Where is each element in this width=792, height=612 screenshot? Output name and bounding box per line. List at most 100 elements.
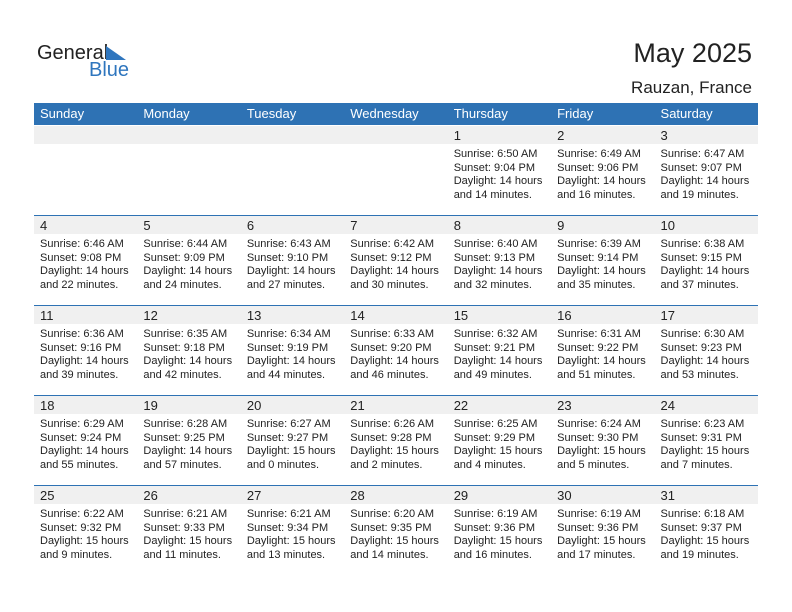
daylight-text: Daylight: 14 hours xyxy=(557,265,646,278)
date-band xyxy=(34,396,758,414)
weekday-monday: Monday xyxy=(143,106,190,121)
daylight-text: Daylight: 14 hours xyxy=(40,445,129,458)
daylight-text: and 35 minutes. xyxy=(557,278,636,291)
sun-info: Sunrise: 6:44 AM Sunset: 9:09 PM Daylight:… xyxy=(143,238,232,292)
day-number: 20 xyxy=(246,398,262,413)
weekday-wednesday: Wednesday xyxy=(350,106,419,121)
sunrise-text: Sunrise: 6:20 AM xyxy=(350,508,435,520)
date-band xyxy=(34,306,758,324)
weekday-tuesday: Tuesday xyxy=(246,106,297,121)
sun-info: Sunrise: 6:47 AM Sunset: 9:07 PM Daylight:… xyxy=(661,148,750,202)
sunset-text: Sunset: 9:15 PM xyxy=(660,251,742,264)
sun-info: Sunrise: 6:38 AM Sunset: 9:15 PM Daylight:… xyxy=(661,238,750,292)
day-cell: 12 Sunrise: 6:35 AM Sunset: 9:18 PM Dayligh… xyxy=(137,306,240,396)
sunrise-text: Sunrise: 6:32 AM xyxy=(453,328,538,340)
sunset-text: Sunset: 9:22 PM xyxy=(557,341,639,354)
sunrise-text: Sunrise: 6:42 AM xyxy=(350,238,435,250)
sunset-text: Sunset: 9:20 PM xyxy=(350,341,432,354)
daylight-text: Daylight: 14 hours xyxy=(660,175,750,188)
sun-info: Sunrise: 6:34 AM Sunset: 9:19 PM Daylight:… xyxy=(247,328,336,382)
day-cell: 20 Sunrise: 6:27 AM Sunset: 9:27 PM Dayligh… xyxy=(241,396,344,486)
day-cell xyxy=(241,126,344,216)
day-cell: 25 Sunrise: 6:22 AM Sunset: 9:32 PM Dayligh… xyxy=(34,486,137,576)
daylight-text: and 16 minutes. xyxy=(453,548,532,561)
day-number: 9 xyxy=(557,218,565,233)
daylight-text: Daylight: 14 hours xyxy=(453,355,543,368)
date-band xyxy=(34,486,758,504)
day-cell: 16 Sunrise: 6:31 AM Sunset: 9:22 PM Dayligh… xyxy=(551,306,654,396)
sun-info: Sunrise: 6:49 AM Sunset: 9:06 PM Daylight:… xyxy=(557,148,646,202)
sunrise-text: Sunrise: 6:19 AM xyxy=(557,508,641,520)
sunrise-text: Sunrise: 6:26 AM xyxy=(350,418,435,430)
sunrise-text: Sunrise: 6:34 AM xyxy=(246,328,331,340)
day-number: 28 xyxy=(350,488,365,503)
sunrise-text: Sunrise: 6:25 AM xyxy=(453,418,538,430)
day-number: 6 xyxy=(246,218,255,233)
sunrise-text: Sunrise: 6:28 AM xyxy=(143,418,228,430)
week-row: 1 Sunrise: 6:50 AM Sunset: 9:04 PM Daylight… xyxy=(34,126,758,216)
sun-info: Sunrise: 6:33 AM Sunset: 9:20 PM Daylight:… xyxy=(350,328,439,382)
daylight-text: and 22 minutes. xyxy=(40,278,119,291)
sunrise-text: Sunrise: 6:27 AM xyxy=(246,418,331,430)
day-number: 2 xyxy=(557,128,565,143)
daylight-text: and 14 minutes. xyxy=(350,548,429,561)
sunset-text: Sunset: 9:36 PM xyxy=(557,521,639,534)
day-cell: 10 Sunrise: 6:38 AM Sunset: 9:15 PM Dayligh… xyxy=(655,216,758,306)
day-cell: 15 Sunrise: 6:32 AM Sunset: 9:21 PM Dayligh… xyxy=(448,306,551,396)
day-number: 14 xyxy=(350,308,365,323)
sunset-text: Sunset: 9:37 PM xyxy=(660,521,742,534)
sunrise-text: Sunrise: 6:50 AM xyxy=(453,148,538,160)
sun-info: Sunrise: 6:42 AM Sunset: 9:12 PM Daylight:… xyxy=(350,238,439,292)
daylight-text: and 51 minutes. xyxy=(557,368,636,381)
daylight-text: and 13 minutes. xyxy=(246,548,326,561)
day-cell: 1 Sunrise: 6:50 AM Sunset: 9:04 PM Daylight… xyxy=(448,126,551,216)
sun-info: Sunrise: 6:22 AM Sunset: 9:32 PM Daylight:… xyxy=(40,508,129,562)
daylight-text: Daylight: 14 hours xyxy=(246,355,336,368)
page-title: May 2025 xyxy=(633,38,752,68)
day-number: 3 xyxy=(660,128,668,143)
logo-general: General xyxy=(37,42,109,64)
daylight-text: and 2 minutes. xyxy=(350,458,423,471)
sunrise-text: Sunrise: 6:44 AM xyxy=(143,238,228,250)
daylight-text: and 17 minutes. xyxy=(557,548,636,561)
sun-info: Sunrise: 6:25 AM Sunset: 9:29 PM Daylight:… xyxy=(454,418,543,472)
daylight-text: and 9 minutes. xyxy=(40,548,113,561)
sun-info: Sunrise: 6:27 AM Sunset: 9:27 PM Daylight:… xyxy=(247,418,336,472)
sunset-text: Sunset: 9:35 PM xyxy=(350,521,432,534)
sunrise-text: Sunrise: 6:24 AM xyxy=(557,418,641,430)
sun-info: Sunrise: 6:40 AM Sunset: 9:13 PM Daylight:… xyxy=(454,238,543,292)
daylight-text: and 42 minutes. xyxy=(143,368,222,381)
daylight-text: Daylight: 14 hours xyxy=(557,355,646,368)
daylight-text: Daylight: 14 hours xyxy=(143,265,233,278)
daylight-text: and 53 minutes. xyxy=(660,368,739,381)
sun-info: Sunrise: 6:50 AM Sunset: 9:04 PM Daylight:… xyxy=(454,148,543,202)
day-cell: 21 Sunrise: 6:26 AM Sunset: 9:28 PM Dayligh… xyxy=(344,396,447,486)
sunset-text: Sunset: 9:29 PM xyxy=(453,431,536,444)
sunrise-text: Sunrise: 6:49 AM xyxy=(557,148,641,160)
daylight-text: and 39 minutes. xyxy=(40,368,119,381)
daylight-text: and 19 minutes. xyxy=(660,188,739,201)
daylight-text: Daylight: 14 hours xyxy=(557,175,646,188)
day-cell: 23 Sunrise: 6:24 AM Sunset: 9:30 PM Dayligh… xyxy=(551,396,654,486)
day-number: 17 xyxy=(660,308,675,323)
day-number: 7 xyxy=(350,218,358,233)
weekday-header: Sunday Monday Tuesday Wednesday Thursday Frid… xyxy=(34,103,758,125)
week-row: 11 Sunrise: 6:36 AM Sunset: 9:16 PM Dayligh… xyxy=(34,305,758,396)
sunrise-text: Sunrise: 6:29 AM xyxy=(40,418,124,430)
sunset-text: Sunset: 9:32 PM xyxy=(40,521,122,534)
week-row: 18 Sunrise: 6:29 AM Sunset: 9:24 PM Dayligh… xyxy=(34,395,758,486)
weekday-saturday: Saturday xyxy=(660,106,713,121)
sunset-text: Sunset: 9:04 PM xyxy=(453,161,536,174)
daylight-text: Daylight: 14 hours xyxy=(143,445,233,458)
day-number: 24 xyxy=(660,398,675,413)
sunrise-text: Sunrise: 6:35 AM xyxy=(143,328,228,340)
sunset-text: Sunset: 9:08 PM xyxy=(40,251,122,264)
sun-info: Sunrise: 6:18 AM Sunset: 9:37 PM Daylight:… xyxy=(661,508,750,562)
day-number: 4 xyxy=(40,218,48,233)
sun-info: Sunrise: 6:46 AM Sunset: 9:08 PM Daylight:… xyxy=(40,238,129,292)
day-cell: 26 Sunrise: 6:21 AM Sunset: 9:33 PM Dayligh… xyxy=(137,486,240,576)
sunset-text: Sunset: 9:34 PM xyxy=(246,521,329,534)
daylight-text: and 27 minutes. xyxy=(246,278,326,291)
daylight-text: and 55 minutes. xyxy=(40,458,119,471)
sunset-text: Sunset: 9:33 PM xyxy=(143,521,225,534)
